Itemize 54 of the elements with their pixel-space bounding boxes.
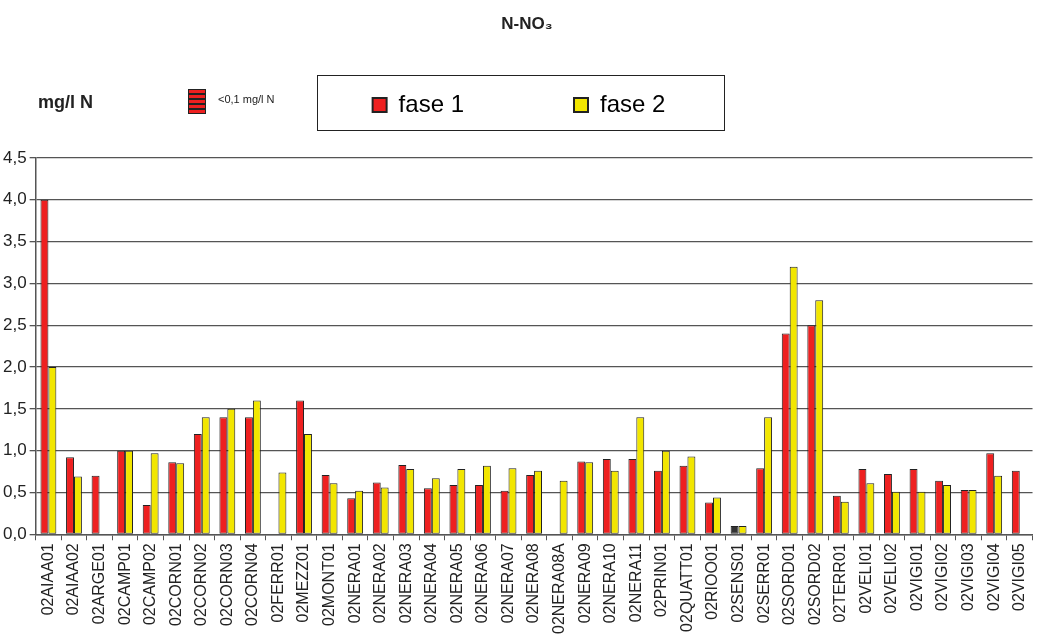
x-tick-label: 02NERA07 (498, 543, 516, 624)
x-tick-label: 02QUATT01 (677, 543, 695, 632)
x-tick-label: 02NERA09 (575, 543, 593, 624)
x-tick-label: 02AIAA01 (38, 543, 56, 616)
text: mg/l N (38, 92, 94, 113)
y-tick-label: 2,0 (2, 356, 27, 376)
x-tick-label: 02VIGI03 (959, 543, 977, 611)
x-tick-label: 02AIAA02 (64, 543, 82, 616)
x-tick-label: 02CORN02 (192, 543, 210, 626)
text: <0,1 mg/l N (218, 93, 275, 105)
x-tick-label: 02FERR01 (268, 543, 286, 623)
x-tick-label: 02SENS01 (728, 543, 746, 623)
x-tick-label: 02TERR01 (831, 543, 849, 623)
x-tick-label: 02NERA06 (473, 543, 491, 624)
x-tick-label: 02VIGI04 (984, 543, 1002, 611)
y-tick-label: 0,0 (2, 523, 27, 543)
legend-label: fase 2 (600, 89, 666, 117)
x-tick-label: 02NERA04 (422, 543, 440, 624)
x-tick-label: 02CAMP01 (115, 543, 133, 626)
x-tick-label: 02SORD01 (780, 543, 798, 626)
x-tick-label: 02NERA08A (550, 542, 568, 634)
x-tick-label: 02CORN04 (243, 543, 261, 626)
x-tick-label: 02RIOO01 (703, 543, 721, 620)
x-tick-label: 02SERR01 (754, 543, 772, 624)
y-tick-label: 1,5 (2, 398, 27, 418)
x-tick-label: 02NERA03 (396, 543, 414, 624)
x-tick-label: 02CORN03 (217, 543, 235, 626)
y-tick-label: 2,5 (2, 314, 27, 334)
x-tick-label: 02NERA02 (371, 543, 389, 624)
legend-label: fase 1 (398, 89, 465, 117)
x-tick-label: 02MEZZ01 (294, 543, 312, 623)
x-tick-label: 02VIGI05 (1010, 543, 1028, 611)
x-tick-label: 02CAMP02 (141, 543, 159, 626)
x-tick-label: 02NERA10 (601, 543, 619, 624)
y-tick-label: 0,5 (2, 482, 27, 502)
y-tick-label: 4,5 (2, 147, 27, 167)
x-tick-label: 02NERA01 (345, 543, 363, 624)
x-tick-label: 02VIGI01 (907, 543, 925, 611)
y-tick-label: 3,5 (2, 231, 27, 251)
x-tick-label: 02MONT01 (320, 543, 337, 626)
y-tick-label: 1,0 (2, 440, 27, 460)
x-tick-label: 02ARGE01 (89, 543, 107, 625)
x-tick-label: 02NERA08 (524, 543, 542, 624)
y-tick-label: 4,0 (2, 189, 27, 209)
chart-title: N-NO₃ (500, 14, 554, 34)
x-tick-label: 02VIGI02 (933, 543, 951, 611)
x-tick-label: 02PRIN01 (652, 543, 670, 618)
x-tick-label: 02CORN01 (166, 543, 184, 626)
x-tick-label: 02VELI02 (882, 543, 900, 614)
x-tick-label: 02NERA11 (626, 543, 644, 623)
y-tick-label: 3,0 (2, 273, 27, 293)
x-tick-label: 02NERA05 (447, 543, 465, 624)
x-tick-label: 02VELI01 (856, 543, 874, 614)
x-tick-label: 02SORD02 (805, 543, 823, 626)
